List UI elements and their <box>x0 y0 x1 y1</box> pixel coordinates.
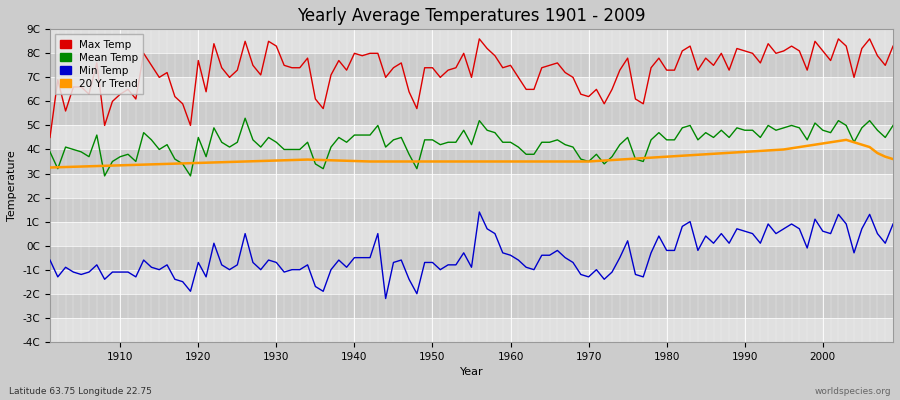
Bar <box>50 318 893 342</box>
Bar <box>50 246 893 270</box>
Bar <box>50 77 893 101</box>
Legend: Max Temp, Mean Temp, Min Temp, 20 Yr Trend: Max Temp, Mean Temp, Min Temp, 20 Yr Tre… <box>55 34 143 94</box>
Bar <box>50 126 893 150</box>
Text: worldspecies.org: worldspecies.org <box>814 387 891 396</box>
Y-axis label: Temperature: Temperature <box>7 150 17 221</box>
Bar <box>50 222 893 246</box>
Bar <box>50 150 893 174</box>
Bar <box>50 53 893 77</box>
Bar <box>50 294 893 318</box>
Bar <box>50 270 893 294</box>
Bar <box>50 29 893 53</box>
Bar <box>50 174 893 198</box>
Bar <box>50 101 893 126</box>
Text: Latitude 63.75 Longitude 22.75: Latitude 63.75 Longitude 22.75 <box>9 387 152 396</box>
Bar <box>50 198 893 222</box>
Title: Yearly Average Temperatures 1901 - 2009: Yearly Average Temperatures 1901 - 2009 <box>297 7 646 25</box>
X-axis label: Year: Year <box>460 367 483 377</box>
